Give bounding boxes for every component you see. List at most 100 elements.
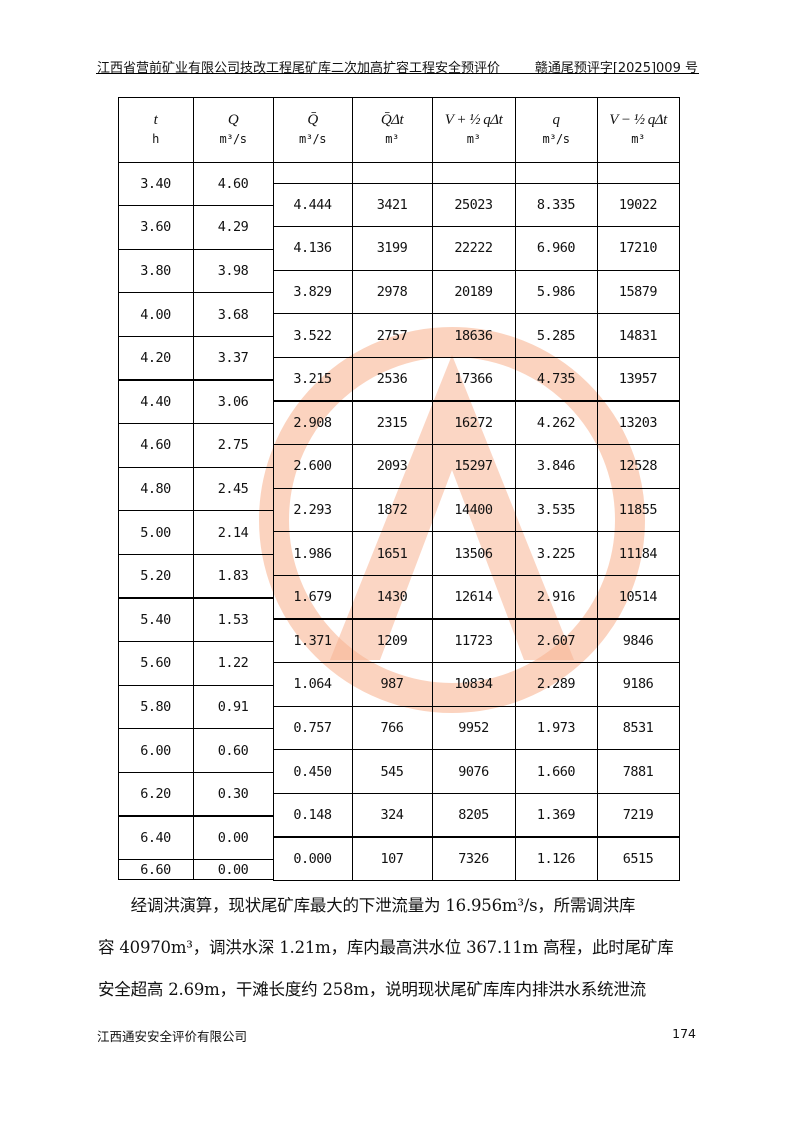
table-cell: 2.75 [192,423,274,468]
header-symbol: V + ½ qΔt [444,111,503,128]
table-cell: 5.60 [117,641,194,686]
table-cell: 1209 [351,618,433,664]
table-cell: 2.908 [272,400,353,446]
table-cell: 9952 [431,705,516,751]
footer-company: 江西通安安全评价有限公司 [97,1029,248,1044]
table-blank-cell [596,161,680,184]
table-cell: 4.00 [117,292,194,337]
header-unit: h [152,131,159,146]
header-unit: m³ [631,131,645,146]
table-cell: 7881 [596,749,680,794]
table-cell: 3.846 [514,444,598,489]
header-symbol: V − ½ qΔt [609,111,667,128]
table-cell: 1.369 [514,792,598,838]
table-cell: 4.20 [117,335,194,381]
table-cell: 17366 [431,356,516,402]
body-line-1: 经调洪演算，现状尾矿库最大的下泄流量为 16.956m³/s，所需调洪库 [98,896,636,915]
table-cell: 2093 [351,444,433,489]
table-cell: 14400 [431,487,516,533]
table-cell: 20189 [431,269,516,315]
table-header-cell: V + ½ qΔt m³ [431,96,516,163]
table-cell: 7219 [596,792,680,838]
table-cell: 2.14 [192,510,274,555]
table-cell: 3.522 [272,313,353,358]
header-divider [96,73,699,74]
header-symbol: Q̄ [307,111,318,128]
table-cell: 3.215 [272,356,353,402]
header-unit: m³/s [542,131,570,146]
table-cell: 1430 [351,574,433,620]
table-header-cell: Q̄Δt m³ [351,96,433,163]
table-cell: 25023 [431,182,516,228]
table-cell: 2978 [351,269,433,315]
table-cell: 10514 [596,574,680,620]
table-cell: 17210 [596,226,680,271]
table-cell: 3.98 [192,248,274,294]
table-cell: 0.148 [272,792,353,838]
table-cell: 0.30 [192,771,274,817]
table-cell: 12614 [431,574,516,620]
table-cell: 4.136 [272,226,353,271]
table-cell: 8205 [431,792,516,838]
table-cell: 7326 [431,836,516,881]
table-blank-cell [351,161,433,184]
table-cell: 2.293 [272,487,353,533]
table-cell: 2.45 [192,466,274,512]
header-unit: m³ [385,131,399,146]
table-cell: 0.450 [272,749,353,794]
table-cell: 18636 [431,313,516,358]
table-cell: 6.20 [117,771,194,817]
header-doc-number: 赣通尾预评字[2025]009 号 [534,61,698,76]
header-unit: m³ [466,131,481,146]
header-title: 江西省营前矿业有限公司技改工程尾矿库二次加高扩容工程安全预评价 [97,61,501,76]
table-cell: 4.444 [272,182,353,228]
table-cell: 6515 [596,836,680,881]
table-cell: 9186 [596,662,680,707]
table-cell: 4.262 [514,400,598,446]
table-cell: 15297 [431,444,516,489]
table-blank-cell [272,161,353,184]
header-unit: m³/s [299,131,326,146]
table-cell: 0.60 [192,728,274,773]
header-symbol: Q [227,111,239,128]
table-cell: 11855 [596,487,680,533]
table-blank-cell [431,161,516,184]
table-cell: 1.660 [514,749,598,794]
table-cell: 5.285 [514,313,598,358]
table-cell: 1651 [351,531,433,576]
table-cell: 2.607 [514,618,598,664]
table-cell: 9846 [596,618,680,664]
table-cell: 12528 [596,444,680,489]
table-cell: 3199 [351,226,433,271]
table-cell: 3421 [351,182,433,228]
table-cell: 4.60 [192,161,274,207]
table-cell: 3.535 [514,487,598,533]
table-cell: 0.757 [272,705,353,751]
table-cell: 5.986 [514,269,598,315]
table-cell: 10834 [431,662,516,707]
table-cell: 4.29 [192,205,274,250]
table-cell: 2536 [351,356,433,402]
table-cell: 545 [351,749,433,794]
table-cell: 22222 [431,226,516,271]
table-cell: 3.225 [514,531,598,576]
table-cell: 987 [351,662,433,707]
table-cell: 3.80 [117,248,194,294]
table-cell: 8531 [596,705,680,751]
header-symbol: t [153,111,158,128]
table-cell: 13203 [596,400,680,446]
table-cell: 15879 [596,269,680,315]
table-cell: 6.00 [117,728,194,773]
table-cell: 0.00 [192,859,274,881]
table-cell: 1.126 [514,836,598,881]
table-cell: 1.371 [272,618,353,664]
table-cell: 2315 [351,400,433,446]
table-cell: 13506 [431,531,516,576]
table-cell: 2.916 [514,574,598,620]
body-line-2: 容 40970m³，调洪水深 1.21m，库内最高洪水位 367.11m 高程，… [98,938,674,957]
table-cell: 1.83 [192,553,274,599]
table-cell: 11723 [431,618,516,664]
